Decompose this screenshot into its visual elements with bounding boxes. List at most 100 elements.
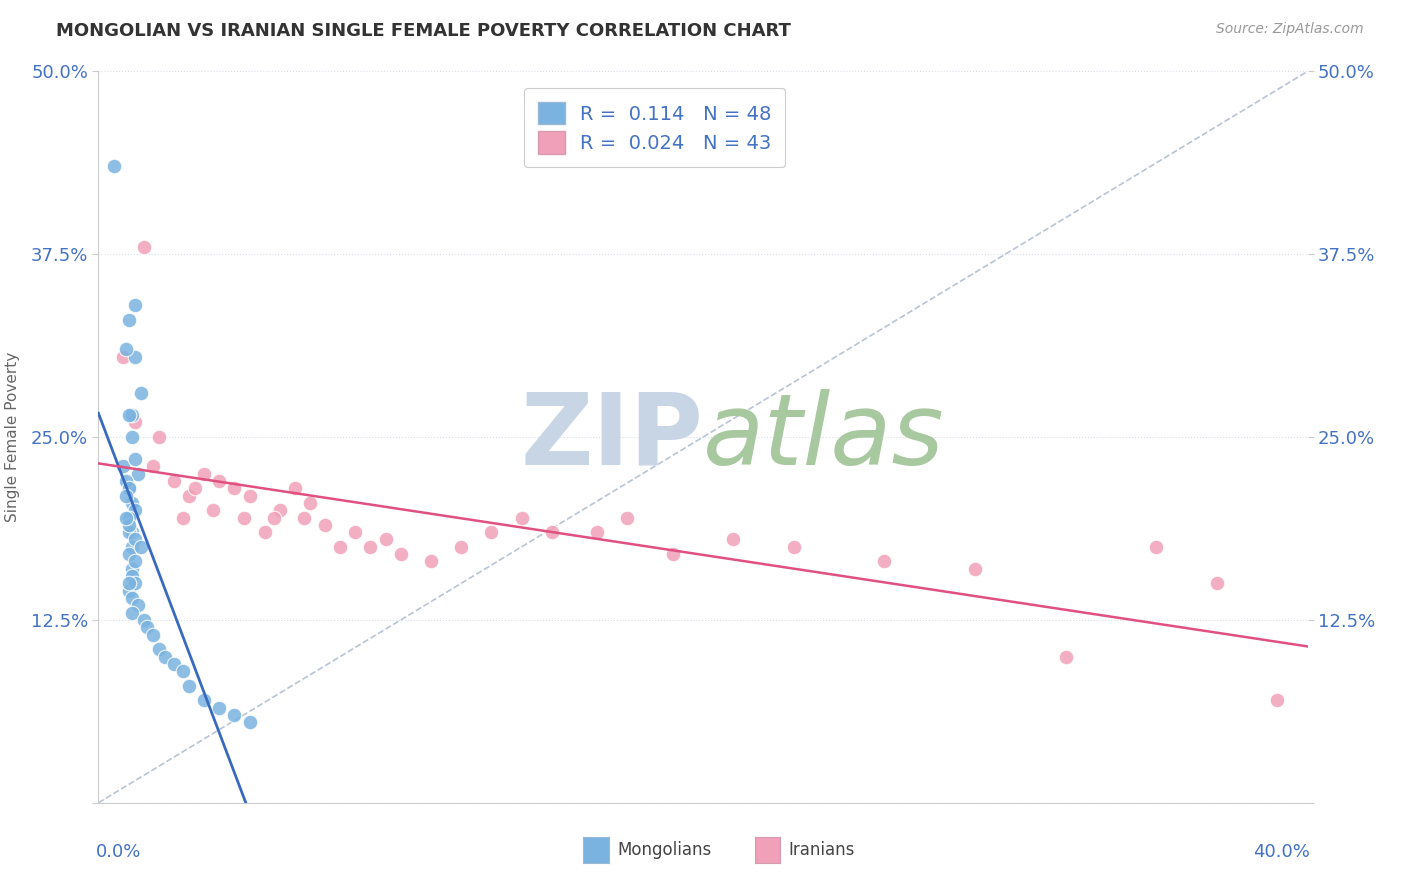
Point — [586, 525, 609, 540]
Point — [1054, 649, 1077, 664]
Point — [263, 510, 285, 524]
Point — [114, 510, 136, 524]
Text: Source: ZipAtlas.com: Source: ZipAtlas.com — [1216, 22, 1364, 37]
Point — [111, 459, 134, 474]
Point — [239, 715, 262, 730]
Point — [202, 503, 225, 517]
Text: atlas: atlas — [703, 389, 945, 485]
Point — [193, 467, 215, 481]
Point — [208, 474, 231, 488]
Point — [129, 386, 152, 401]
Point — [121, 408, 143, 422]
Point — [124, 416, 146, 430]
Point — [148, 430, 170, 444]
Legend: R =  0.114   N = 48, R =  0.024   N = 43: R = 0.114 N = 48, R = 0.024 N = 43 — [524, 88, 786, 168]
Point — [132, 240, 155, 254]
Point — [540, 525, 562, 540]
Point — [179, 489, 201, 503]
Text: MONGOLIAN VS IRANIAN SINGLE FEMALE POVERTY CORRELATION CHART: MONGOLIAN VS IRANIAN SINGLE FEMALE POVER… — [56, 22, 792, 40]
Point — [118, 481, 141, 495]
Point — [172, 510, 194, 524]
Point — [124, 554, 146, 568]
Point — [118, 547, 141, 561]
Point — [172, 664, 194, 678]
Point — [121, 525, 143, 540]
Text: 0.0%: 0.0% — [96, 843, 142, 861]
Y-axis label: Single Female Poverty: Single Female Poverty — [4, 352, 20, 522]
Point — [1144, 540, 1167, 554]
Point — [118, 313, 141, 327]
Point — [723, 533, 745, 547]
Point — [114, 489, 136, 503]
Point — [389, 547, 412, 561]
Point — [121, 569, 143, 583]
Point — [148, 642, 170, 657]
Point — [224, 481, 246, 495]
Point — [616, 510, 638, 524]
Point — [135, 620, 157, 634]
Point — [344, 525, 367, 540]
Point — [118, 576, 141, 591]
Point — [121, 591, 143, 605]
Point — [232, 510, 254, 524]
Point — [1267, 693, 1289, 707]
Point — [329, 540, 352, 554]
Point — [193, 693, 215, 707]
Point — [124, 298, 146, 312]
Point — [965, 562, 987, 576]
Point — [124, 533, 146, 547]
Point — [450, 540, 472, 554]
Point — [510, 510, 533, 524]
Point — [374, 533, 396, 547]
Point — [481, 525, 503, 540]
Point — [114, 474, 136, 488]
Point — [142, 459, 165, 474]
Text: ZIP: ZIP — [520, 389, 703, 485]
Point — [224, 708, 246, 723]
Point — [121, 496, 143, 510]
Point — [253, 525, 276, 540]
Point — [103, 160, 125, 174]
Point — [299, 496, 322, 510]
Point — [121, 540, 143, 554]
Point — [142, 627, 165, 641]
Point — [163, 657, 186, 671]
Point — [127, 599, 149, 613]
Point — [661, 547, 683, 561]
Point — [121, 606, 143, 620]
Point — [132, 613, 155, 627]
Point — [118, 517, 141, 532]
Point — [783, 540, 806, 554]
Point — [208, 700, 231, 714]
Point — [184, 481, 207, 495]
Point — [111, 350, 134, 364]
Text: Mongolians: Mongolians — [617, 841, 711, 859]
Point — [124, 503, 146, 517]
Point — [1206, 576, 1229, 591]
Text: 40.0%: 40.0% — [1253, 843, 1310, 861]
Point — [153, 649, 176, 664]
Point — [114, 343, 136, 357]
Point — [121, 562, 143, 576]
Point — [118, 525, 141, 540]
Text: Iranians: Iranians — [789, 841, 855, 859]
Point — [118, 481, 141, 495]
Point — [360, 540, 382, 554]
Point — [179, 679, 201, 693]
Point — [269, 503, 291, 517]
Point — [124, 452, 146, 467]
Point — [127, 467, 149, 481]
Point — [121, 430, 143, 444]
Point — [292, 510, 315, 524]
Point — [873, 554, 896, 568]
Point — [118, 510, 141, 524]
Point — [314, 517, 336, 532]
Point — [118, 583, 141, 598]
Point — [239, 489, 262, 503]
Point — [284, 481, 307, 495]
Point — [163, 474, 186, 488]
Point — [124, 576, 146, 591]
Point — [124, 350, 146, 364]
Point — [129, 540, 152, 554]
Point — [118, 408, 141, 422]
